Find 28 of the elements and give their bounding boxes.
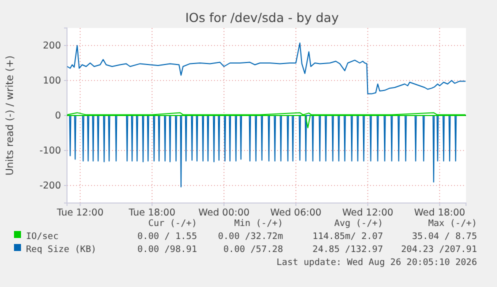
x-tick-label: Wed 12:00 — [342, 208, 394, 219]
legend-label: IO/sec — [26, 232, 59, 242]
text: Max (-/+) — [428, 219, 477, 229]
text: 0.00 / 1.55 — [137, 232, 197, 242]
legend-label: Req Size (KB) — [26, 245, 96, 255]
y-tick-label: -100 — [39, 146, 61, 157]
text: Avg (-/+) — [334, 219, 383, 229]
x-tick-label: Tue 18:00 — [128, 208, 176, 219]
text: Last update: Wed Aug 26 20:05:10 2026 — [276, 258, 477, 268]
x-tick-label: Wed 00:00 — [198, 208, 250, 219]
text: 35.04 / 8.75 — [412, 232, 477, 242]
text: 0.00 /57.28 — [223, 245, 283, 255]
text: 24.85 /132.97 — [312, 245, 383, 255]
x-tick-label: Tue 12:00 — [56, 208, 104, 219]
text: 114.85m/ 2.07 — [312, 232, 383, 242]
text: 0.00 /32.72m — [218, 232, 283, 242]
y-tick-label: -200 — [39, 180, 61, 192]
x-tick-label: Wed 06:00 — [270, 208, 322, 219]
text: 0.00 /98.91 — [137, 245, 197, 255]
text: 204.23 /207.91 — [401, 245, 477, 255]
y-axis-title: Units read (-) / write (+) — [5, 55, 16, 176]
y-tick-label: 0 — [54, 110, 61, 122]
text: Min (-/+) — [234, 219, 283, 229]
text: Cur (-/+) — [148, 219, 197, 229]
chart-title: IOs for /dev/sda - by day — [185, 10, 340, 25]
y-tick-label: 100 — [42, 76, 61, 87]
x-tick-label: Wed 18:00 — [414, 208, 466, 219]
y-tick-label: 200 — [42, 40, 61, 52]
